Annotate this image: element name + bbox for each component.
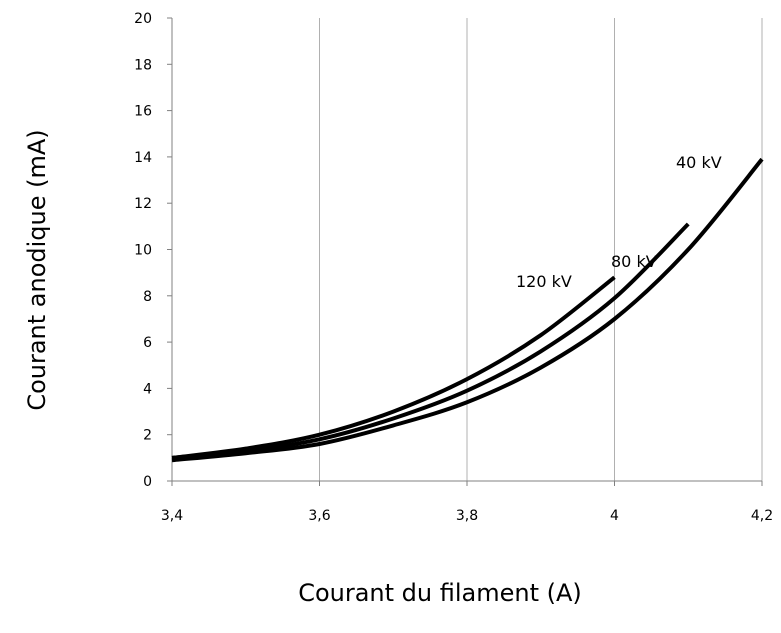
x-tick-label: 3,6: [308, 508, 330, 524]
y-tick-label: 0: [143, 474, 152, 490]
x-tick-label: 4,2: [751, 508, 773, 524]
series-label-120kv: 120 kV: [516, 272, 572, 291]
grid: [319, 18, 763, 481]
y-tick-label: 6: [143, 335, 152, 351]
x-tick-label: 4: [610, 508, 619, 524]
series-label-40kv: 40 kV: [676, 153, 722, 172]
x-tick-label: 3,8: [456, 508, 478, 524]
y-tick-label: 14: [134, 150, 152, 166]
y-axis-ticks: 0 2 4 6 8 10 12 14 16 18 20: [134, 11, 172, 490]
series-layer: [171, 157, 764, 463]
series-label-80kv: 80 kV: [611, 252, 657, 271]
y-tick-label: 8: [143, 289, 152, 305]
series-line-80kv: [171, 222, 690, 460]
series-line-40kv: [171, 157, 764, 463]
y-tick-label: 10: [134, 243, 152, 259]
x-axis-title: Courant du filament (A): [298, 579, 582, 607]
series-line-120kv: [171, 275, 616, 460]
y-tick-label: 20: [134, 11, 152, 27]
y-tick-label: 4: [143, 381, 152, 397]
series-labels: 40 kV 80 kV 120 kV: [516, 153, 722, 291]
y-tick-label: 18: [134, 57, 152, 73]
y-axis-title: Courant anodique (mA): [23, 129, 51, 410]
y-tick-label: 16: [134, 104, 152, 120]
y-tick-label: 2: [143, 428, 152, 444]
x-axis-ticks: 3,4 3,6 3,8 4 4,2: [161, 481, 773, 524]
x-tick-label: 3,4: [161, 508, 183, 524]
y-tick-label: 12: [134, 196, 152, 212]
